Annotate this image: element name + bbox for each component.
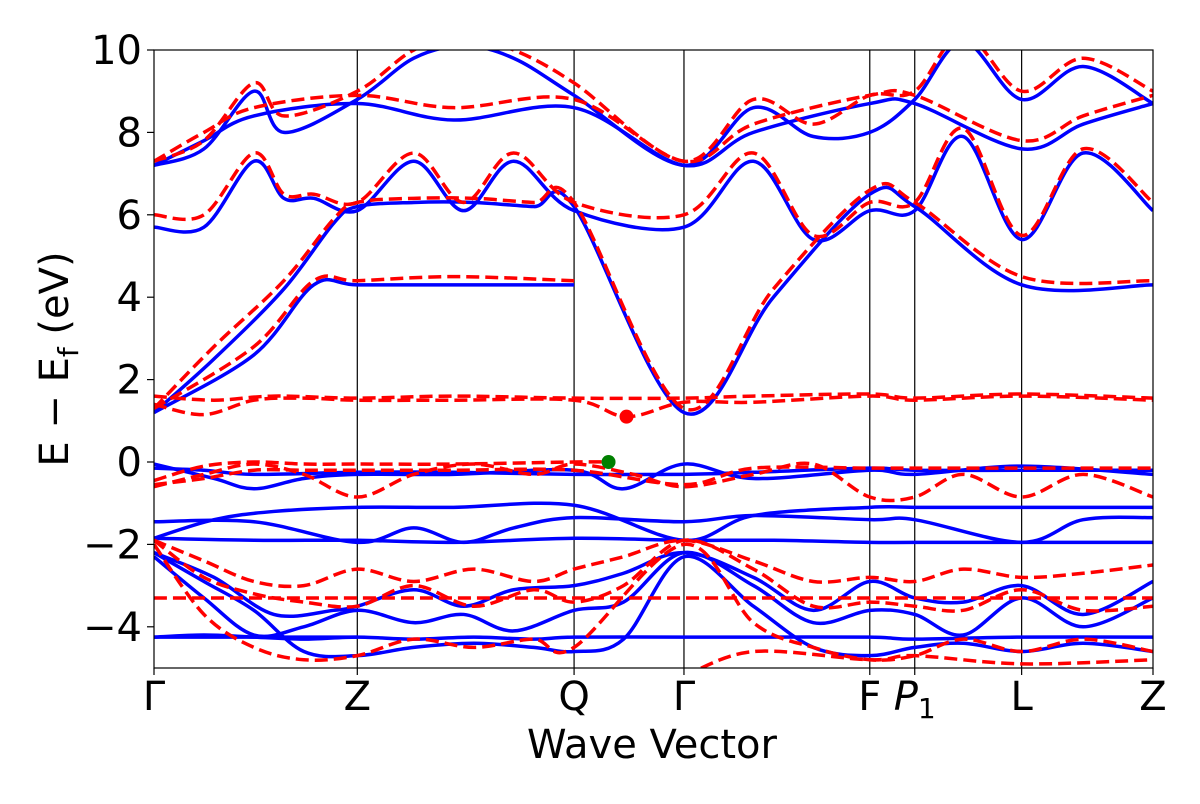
y-tick-label: −4 [83, 605, 142, 651]
band-line-dashed [154, 538, 1153, 613]
y-tick-label: 0 [117, 440, 142, 486]
y-tick-label: 2 [117, 358, 142, 404]
y-axis-ticks: −4 −2 0 2 4 6 8 10 [83, 28, 154, 651]
band-line-dashed [154, 461, 1153, 503]
x-axis-label: Wave Vector [527, 722, 778, 768]
y-tick-label: 6 [117, 193, 142, 239]
kpoint-label: L [1010, 674, 1033, 720]
kpoint-label: P1 [894, 674, 936, 725]
y-tick-label: 8 [117, 110, 142, 156]
band-line-dashed [154, 465, 1153, 487]
band-line-dashed [697, 649, 1153, 668]
band-line-solid [154, 550, 1153, 619]
band-line-dashed [154, 542, 1153, 662]
band-line-solid [154, 466, 1153, 477]
kpoint-label: F [858, 674, 881, 720]
band-line-dashed [154, 126, 1153, 239]
band-line-dashed [154, 394, 1153, 419]
kpoint-label: Γ [143, 674, 166, 720]
band-line-dashed [154, 88, 1153, 164]
kpoint-label: Γ [673, 674, 696, 720]
highlight-markers [601, 409, 634, 469]
kpath-separators [356, 50, 1023, 668]
valence-marker [601, 455, 616, 469]
band-line-solid [154, 134, 1153, 243]
y-axis-label-sub: f [52, 346, 85, 357]
band-line-solid [154, 550, 1153, 639]
band-line-solid [154, 185, 1153, 416]
kpoint-label: Q [558, 674, 589, 720]
band-line-solid [154, 462, 1153, 491]
band-line-solid [154, 513, 1153, 545]
band-line-dashed [154, 460, 609, 483]
y-axis-label-main: E − E [32, 357, 78, 467]
y-axis-label-unit: (eV) [32, 251, 78, 347]
x-axis-ticks: Γ Z Q Γ F P1 L Z [143, 668, 1167, 725]
band-line-solid [154, 551, 1153, 659]
y-tick-label: 4 [117, 275, 142, 321]
y-axis-label: E − Ef (eV) [32, 251, 85, 466]
kpoint-label: Z [344, 674, 371, 720]
y-tick-label: 10 [91, 28, 142, 74]
band-lines [154, 50, 1153, 668]
conduction-marker [619, 409, 634, 424]
band-line-dashed [154, 274, 575, 410]
y-tick-label: −2 [83, 522, 142, 568]
band-line-dashed [154, 538, 1153, 589]
band-line-dashed [154, 392, 1153, 402]
kpoint-label: Z [1139, 674, 1166, 720]
band-line-solid [154, 97, 1153, 168]
band-line-solid [154, 277, 575, 415]
plot-frame [153, 49, 1154, 669]
